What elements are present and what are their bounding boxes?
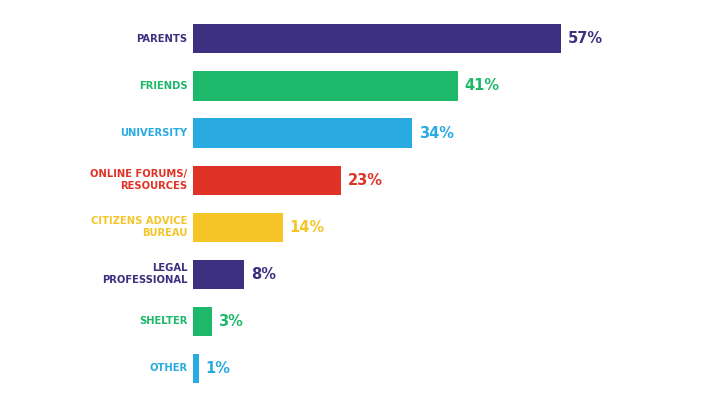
Text: ONLINE FORUMS/
RESOURCES: ONLINE FORUMS/ RESOURCES: [91, 169, 188, 191]
Text: 34%: 34%: [419, 126, 453, 140]
Text: LEGAL
PROFESSIONAL: LEGAL PROFESSIONAL: [102, 264, 188, 285]
Text: FRIENDS: FRIENDS: [139, 81, 188, 91]
Text: OTHER: OTHER: [149, 363, 188, 373]
Bar: [193, 71, 458, 101]
Bar: [193, 213, 283, 242]
Text: CITIZENS ADVICE
BUREAU: CITIZENS ADVICE BUREAU: [91, 216, 188, 238]
Bar: [193, 260, 245, 289]
Text: 57%: 57%: [568, 31, 602, 46]
Text: 41%: 41%: [464, 78, 499, 94]
Bar: [193, 24, 561, 54]
Text: 8%: 8%: [251, 267, 276, 282]
Bar: [193, 307, 212, 336]
Text: UNIVERSITY: UNIVERSITY: [120, 128, 188, 138]
Text: PARENTS: PARENTS: [136, 34, 188, 44]
Bar: [193, 354, 199, 383]
Text: 3%: 3%: [218, 314, 243, 329]
Bar: [193, 166, 342, 195]
Text: SHELTER: SHELTER: [139, 316, 188, 326]
Text: 14%: 14%: [289, 220, 324, 235]
Bar: [193, 118, 412, 147]
Text: 23%: 23%: [348, 173, 383, 187]
Text: 1%: 1%: [205, 361, 230, 376]
